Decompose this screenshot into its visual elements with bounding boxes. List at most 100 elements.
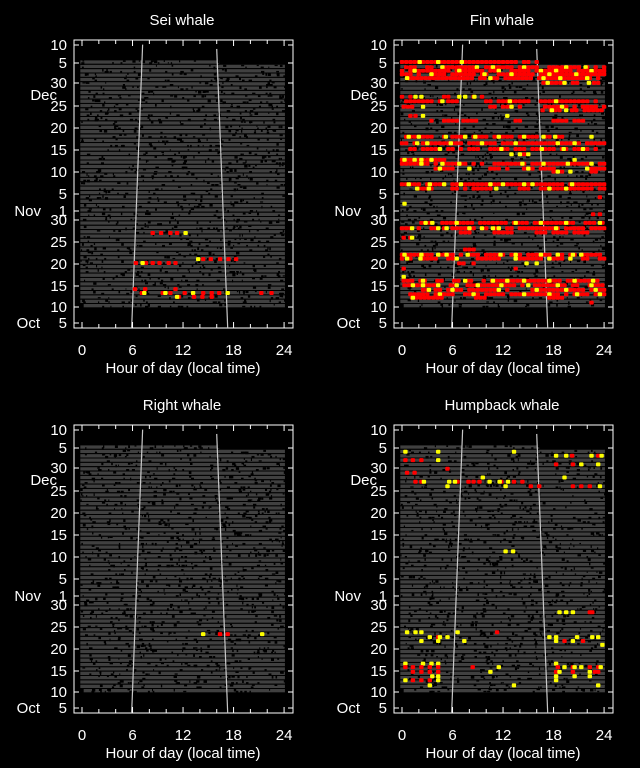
detection-point-yellow <box>513 256 518 261</box>
row-separator <box>80 255 285 257</box>
effort-gap <box>267 510 270 514</box>
effort-gap <box>521 271 524 274</box>
effort-gap <box>117 256 120 259</box>
detection-point-red <box>433 182 438 187</box>
effort-gap <box>188 493 190 495</box>
effort-gap <box>445 103 447 106</box>
y-tick-label: 10 <box>50 164 67 181</box>
detection-point-red <box>505 182 510 187</box>
effort-gap <box>101 156 104 159</box>
effort-gap <box>447 173 450 176</box>
effort-gap <box>464 277 467 280</box>
effort-gap <box>185 238 189 240</box>
effort-row <box>80 173 285 177</box>
effort-gap <box>226 508 231 511</box>
effort-gap <box>196 680 200 683</box>
detection-point-red <box>538 230 544 235</box>
effort-gap <box>575 689 578 692</box>
effort-gap <box>80 249 83 252</box>
effort-gap <box>570 204 572 206</box>
effort-row <box>400 108 605 112</box>
effort-gap <box>262 467 267 470</box>
effort-gap <box>279 603 282 606</box>
effort-gap <box>170 105 172 109</box>
detection-point-red <box>479 60 485 64</box>
effort-gap <box>557 144 560 147</box>
effort-gap <box>198 541 200 544</box>
effort-gap <box>256 564 260 568</box>
detection-point-red <box>419 76 424 81</box>
effort-gap <box>600 147 602 149</box>
detection-point-red <box>534 230 539 235</box>
effort-gap <box>236 251 240 255</box>
effort-gap <box>107 214 111 217</box>
detection-point-red <box>547 226 552 231</box>
detection-point-red <box>429 65 434 70</box>
effort-gap <box>411 151 415 154</box>
detection-point-red <box>517 147 523 151</box>
effort-row <box>80 606 285 610</box>
detection-point-red <box>454 287 459 292</box>
detection-point-red <box>413 113 418 118</box>
effort-gap <box>191 484 194 487</box>
effort-gap <box>166 541 169 543</box>
effort-gap <box>139 73 141 77</box>
effort-gap <box>260 201 264 203</box>
detection-point-red <box>143 261 149 265</box>
effort-gap <box>164 658 167 660</box>
detection-point-red <box>505 104 510 109</box>
row-separator <box>80 268 285 270</box>
row-separator <box>80 133 285 135</box>
detection-point-red <box>530 226 535 231</box>
effort-gap <box>143 153 146 155</box>
detection-point-red <box>450 65 455 70</box>
detection-point-red <box>425 161 430 166</box>
detection-point-red <box>593 252 598 257</box>
effort-gap <box>152 602 155 605</box>
detection-point-red <box>467 147 472 151</box>
detection-point-red <box>572 147 577 151</box>
row-separator <box>80 172 285 174</box>
effort-gap <box>283 184 287 187</box>
detection-point-red <box>405 104 411 109</box>
effort-gap <box>431 79 435 82</box>
effort-gap <box>88 214 90 217</box>
effort-gap <box>148 114 151 117</box>
effort-gap <box>169 84 174 87</box>
detection-point-red <box>593 99 598 104</box>
effort-gap <box>476 680 480 682</box>
effort-gap <box>137 503 141 506</box>
effort-gap <box>95 547 99 550</box>
effort-gap <box>500 114 502 117</box>
effort-gap <box>442 240 446 242</box>
detection-point-yellow <box>488 76 493 81</box>
effort-gap <box>181 569 184 572</box>
effort-gap <box>235 75 239 78</box>
effort-gap <box>465 140 467 143</box>
effort-gap <box>151 502 156 505</box>
effort-gap <box>117 182 121 184</box>
effort-gap <box>175 503 178 507</box>
effort-gap <box>106 488 108 492</box>
effort-gap <box>87 97 90 99</box>
effort-gap <box>426 212 430 215</box>
effort-gap <box>433 671 435 674</box>
detection-point-yellow <box>541 161 546 166</box>
effort-gap <box>464 199 467 201</box>
row-separator <box>80 159 285 161</box>
row-separator <box>400 670 605 672</box>
row-separator <box>80 146 285 148</box>
effort-gap <box>172 490 175 492</box>
effort-gap <box>108 469 110 471</box>
detection-point-red <box>484 65 489 70</box>
effort-gap <box>532 297 534 300</box>
detection-point-red <box>568 72 573 77</box>
effort-gap <box>195 262 198 264</box>
effort-gap <box>502 90 505 93</box>
effort-gap <box>425 171 429 174</box>
effort-gap <box>142 545 144 549</box>
effort-gap <box>137 271 140 274</box>
detection-point-red <box>427 76 432 81</box>
effort-gap <box>232 273 236 277</box>
effort-gap <box>493 684 496 686</box>
